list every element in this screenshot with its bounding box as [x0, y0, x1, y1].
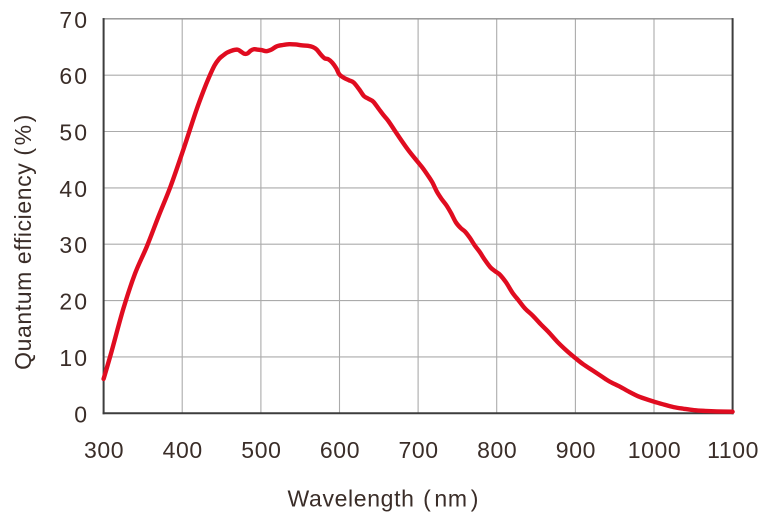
- svg-text:50: 50: [59, 120, 89, 146]
- svg-text:20: 20: [59, 289, 89, 315]
- svg-text:1100: 1100: [707, 437, 759, 463]
- svg-text:900: 900: [556, 437, 596, 463]
- svg-text:600: 600: [320, 437, 360, 463]
- svg-text:40: 40: [59, 176, 89, 202]
- svg-text:70: 70: [59, 7, 89, 33]
- svg-text:800: 800: [477, 437, 517, 463]
- svg-text:30: 30: [59, 232, 89, 258]
- svg-text:500: 500: [241, 437, 281, 463]
- svg-text:300: 300: [84, 437, 124, 463]
- svg-text:700: 700: [399, 437, 439, 463]
- svg-text:Wavelength(nm): Wavelength(nm): [288, 486, 480, 512]
- svg-text:10: 10: [59, 345, 89, 371]
- svg-text:Quantum efficiency(%): Quantum efficiency(%): [10, 114, 36, 370]
- svg-text:0: 0: [74, 401, 89, 427]
- svg-text:400: 400: [163, 437, 203, 463]
- svg-text:60: 60: [59, 63, 89, 89]
- svg-text:1000: 1000: [628, 437, 682, 463]
